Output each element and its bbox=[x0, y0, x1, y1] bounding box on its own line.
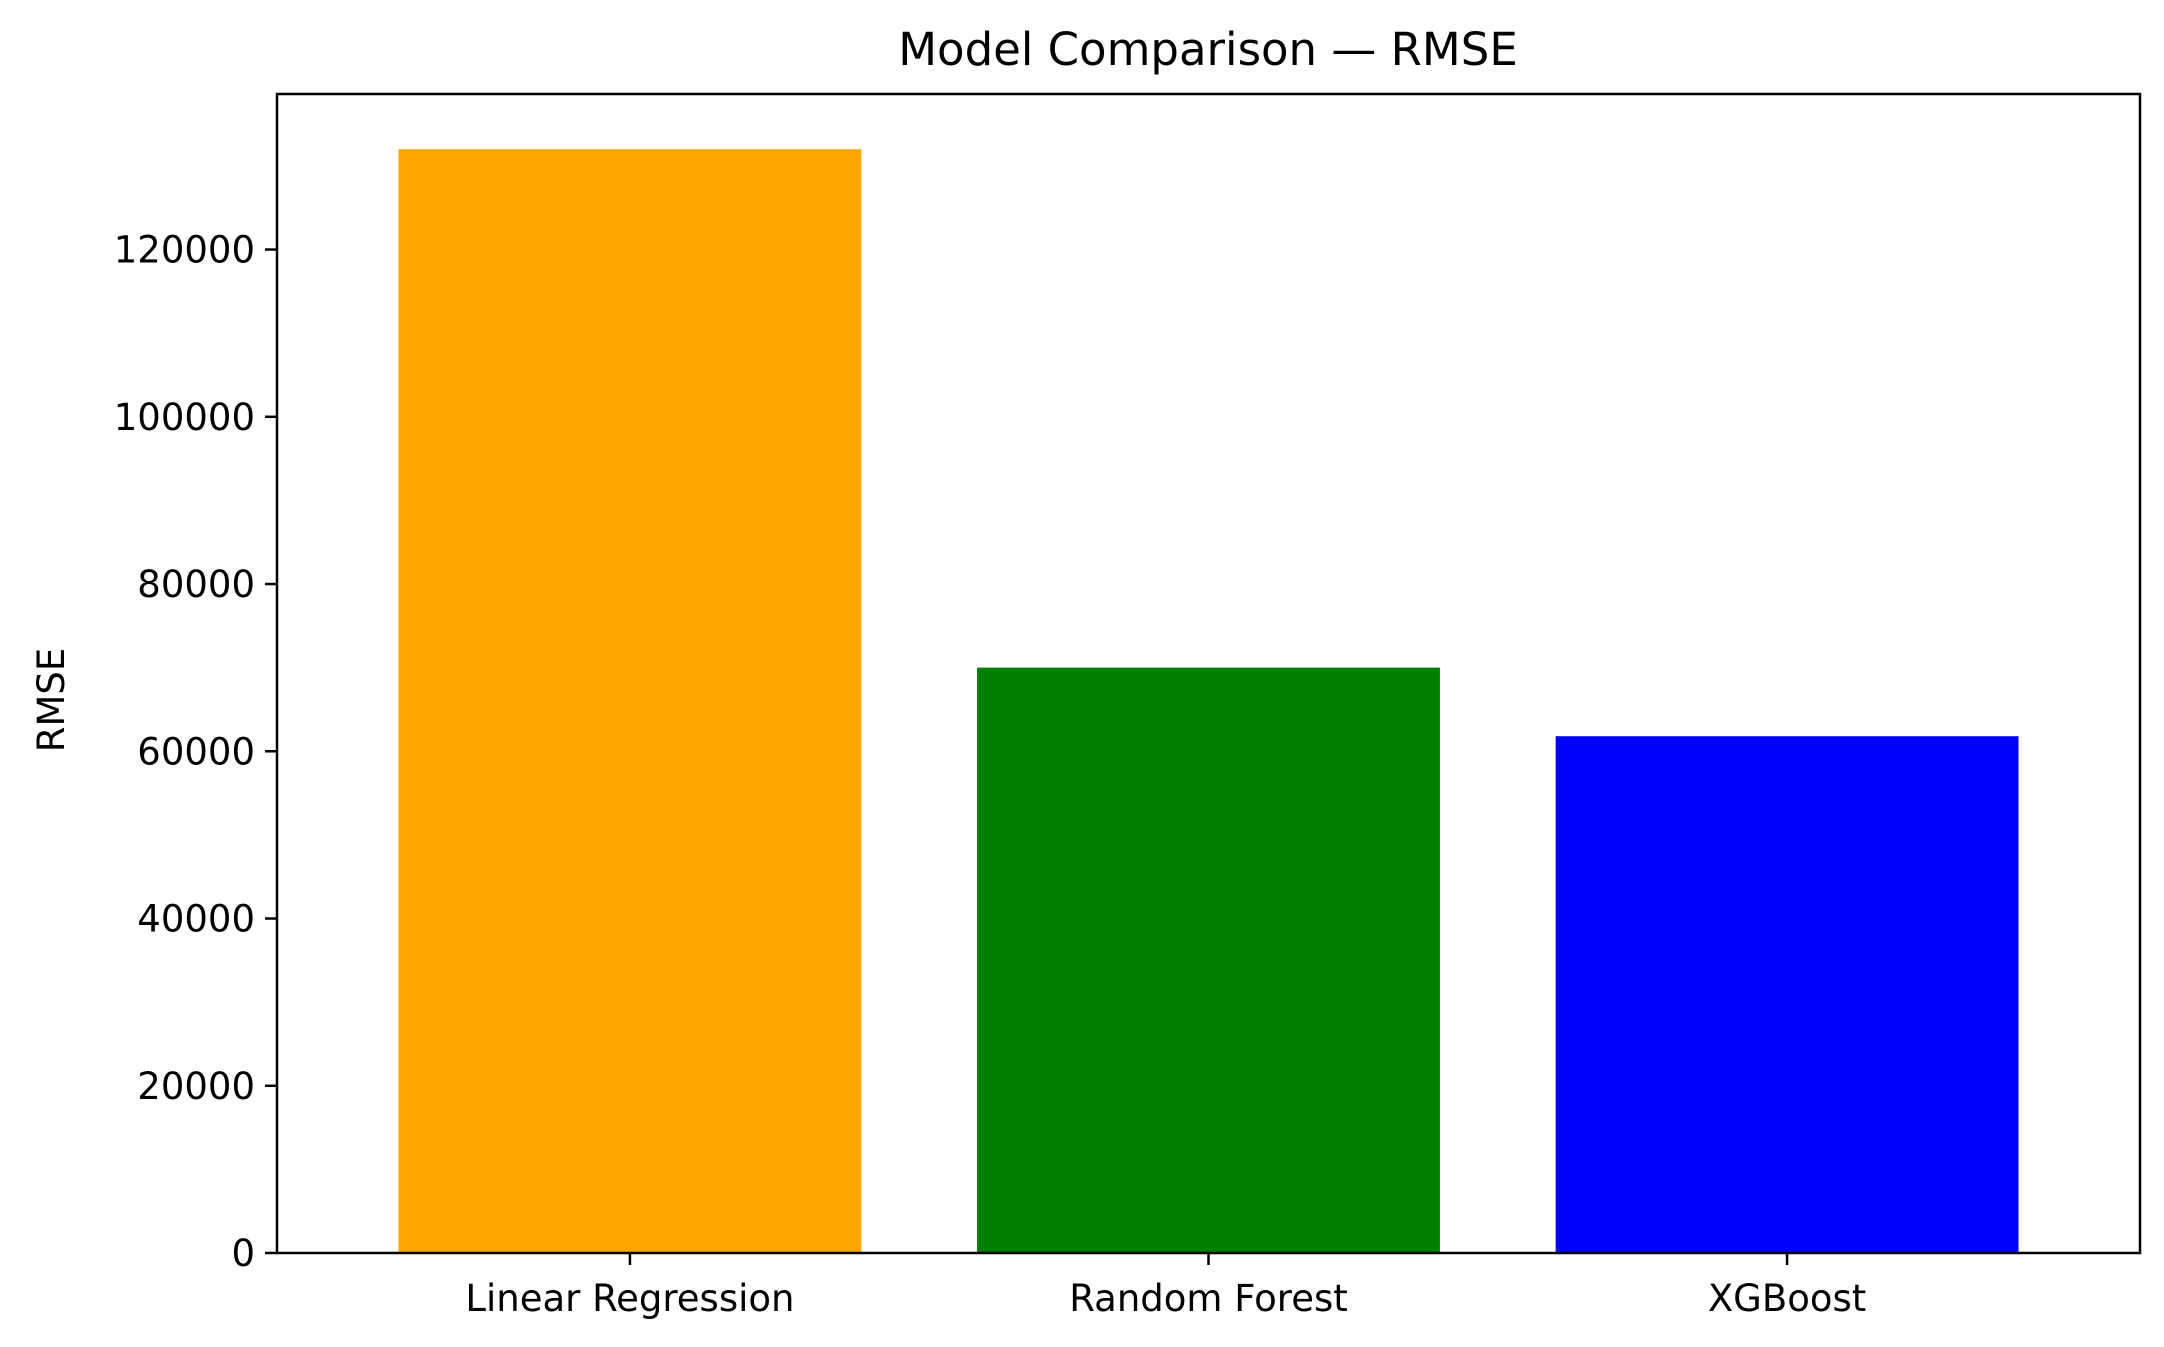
x-tick-label: Random Forest bbox=[1069, 1277, 1348, 1320]
bar-random-forest bbox=[977, 667, 1440, 1253]
y-tick-label: 80000 bbox=[137, 563, 255, 606]
y-tick-label: 60000 bbox=[137, 730, 255, 773]
y-axis-label: RMSE bbox=[30, 648, 73, 753]
x-tick-label: Linear Regression bbox=[465, 1277, 794, 1320]
axes-layer: 0 20000 40000 60000 80000 100000 120000 Linear … bbox=[114, 229, 1867, 1320]
x-tick-label: XGBoost bbox=[1708, 1277, 1866, 1320]
y-tick-label: 120000 bbox=[114, 229, 255, 272]
y-tick-label: 0 bbox=[231, 1232, 255, 1275]
bar-xgboost bbox=[1555, 736, 2019, 1253]
y-tick-label: 100000 bbox=[114, 396, 255, 439]
y-tick-label: 40000 bbox=[137, 898, 255, 941]
bar-linear-regression bbox=[398, 149, 862, 1254]
bars-layer bbox=[398, 149, 2019, 1254]
y-tick-label: 20000 bbox=[137, 1065, 255, 1108]
plot-frame bbox=[275, 92, 2142, 1255]
chart-title: Model Comparison — RMSE bbox=[898, 23, 1518, 76]
